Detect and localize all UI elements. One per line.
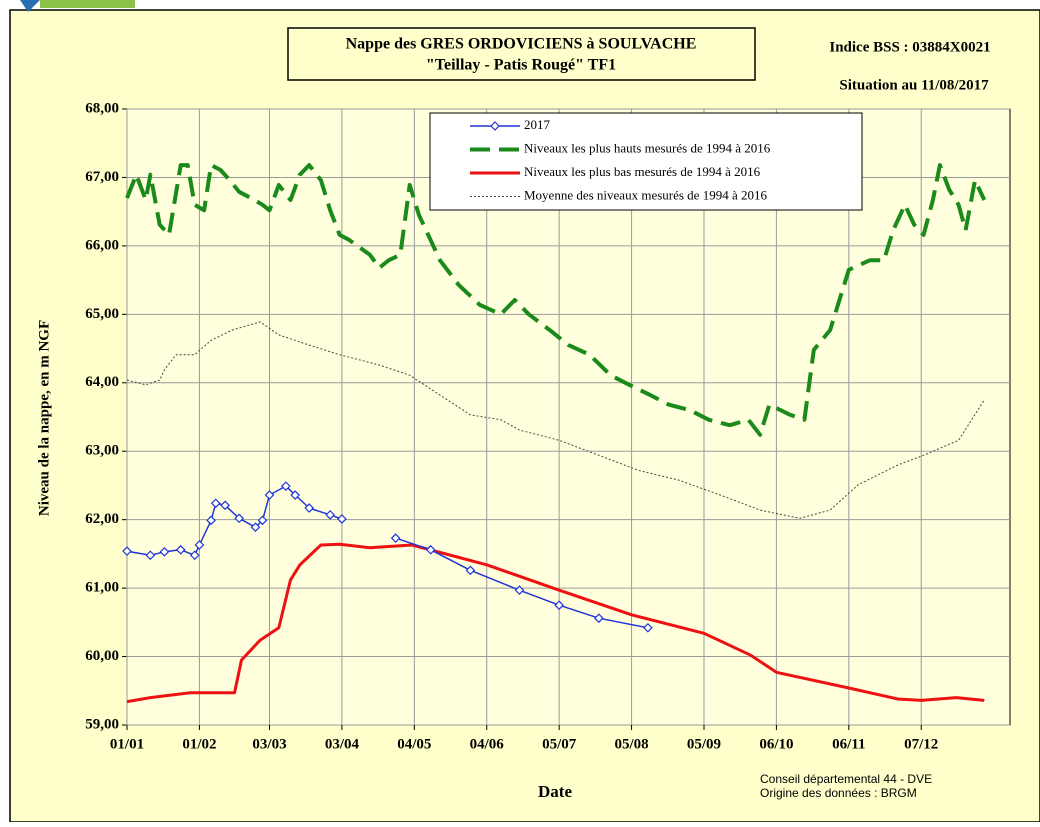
x-tick-label: 06/10 [759,736,793,752]
legend: 2017 Niveaux les plus hauts mesurés de 19… [429,112,863,211]
situation-date: Situation au 11/08/2017 [839,77,989,93]
marker [337,514,347,524]
logo-band [40,0,135,8]
series-line [126,542,985,704]
x-tick-label: 04/06 [470,736,505,752]
x-tick-label: 03/04 [325,736,360,752]
y-tick-label: 64,00 [85,374,119,390]
marker [390,533,401,543]
x-tick-label: 05/07 [542,736,577,752]
marker [175,544,186,555]
legend-label: Moyenne des niveaux mesurés de 1994 à 20… [524,187,767,202]
y-tick-label: 67,00 [85,169,119,185]
marker [643,622,653,633]
x-axis-label: Date [538,782,572,801]
y-tick-label: 65,00 [85,306,119,322]
marker [290,490,301,500]
legend-label: Niveaux les plus hauts mesurés de 1994 à… [524,140,771,155]
marker [264,490,275,500]
grid: 59,00 60,00 61,00 62,00 63,00 64,00 65,00 66,00… [85,100,1010,752]
marker [280,481,291,491]
marker [234,513,244,524]
marker [304,503,315,513]
title-box [287,27,756,81]
legend-label: 2017 [524,117,551,132]
plot-area [126,108,1011,726]
marker [465,565,476,576]
logo [20,0,40,12]
credit: Origine des données : BRGM [760,786,917,800]
x-tick-label: 01/02 [182,736,216,752]
marker [122,546,132,556]
y-tick-label: 62,00 [85,511,119,527]
series-line [125,163,987,437]
marker [194,540,205,550]
marker [325,510,336,520]
x-tick-label: 05/08 [614,736,648,752]
y-axis-label: Niveau de la nappe, en m NGF [36,320,52,516]
marker [145,550,156,561]
x-tick-label: 06/11 [832,736,865,752]
series-layer [122,163,987,704]
x-tick-label: 04/05 [397,736,431,752]
y-tick-label: 68,00 [85,100,119,116]
marker [425,544,436,555]
x-tick-label: 03/03 [252,736,286,752]
marker [189,550,200,561]
marker [257,515,268,526]
chart-title: Nappe des GRES ORDOVICIENS à SOULVACHE [346,36,697,53]
x-tick-label: 01/01 [110,736,144,752]
x-tick-label: 05/09 [687,736,721,752]
y-tick-label: 66,00 [85,237,119,253]
y-tick-label: 61,00 [85,580,119,596]
marker [594,613,604,624]
marker [210,498,221,509]
legend-label: Niveaux les plus bas mesurés de 1994 à 2… [524,164,761,179]
marker [220,500,230,511]
y-tick-label: 60,00 [85,648,119,664]
legend-box [429,112,863,211]
chart-subtitle: "Teillay - Patis Rougé" TF1 [426,57,616,74]
marker [206,515,216,526]
y-tick-label: 59,00 [85,716,119,732]
marker [514,585,525,596]
marker [490,121,500,131]
series-line [126,321,985,519]
bss-index: Indice BSS : 03884X0021 [829,39,990,55]
credit: Conseil départemental 44 - DVE [760,772,932,786]
marker [159,546,170,557]
x-tick-label: 07/12 [904,736,938,752]
marker [554,600,565,611]
y-tick-label: 63,00 [85,443,119,459]
marker [250,522,261,533]
